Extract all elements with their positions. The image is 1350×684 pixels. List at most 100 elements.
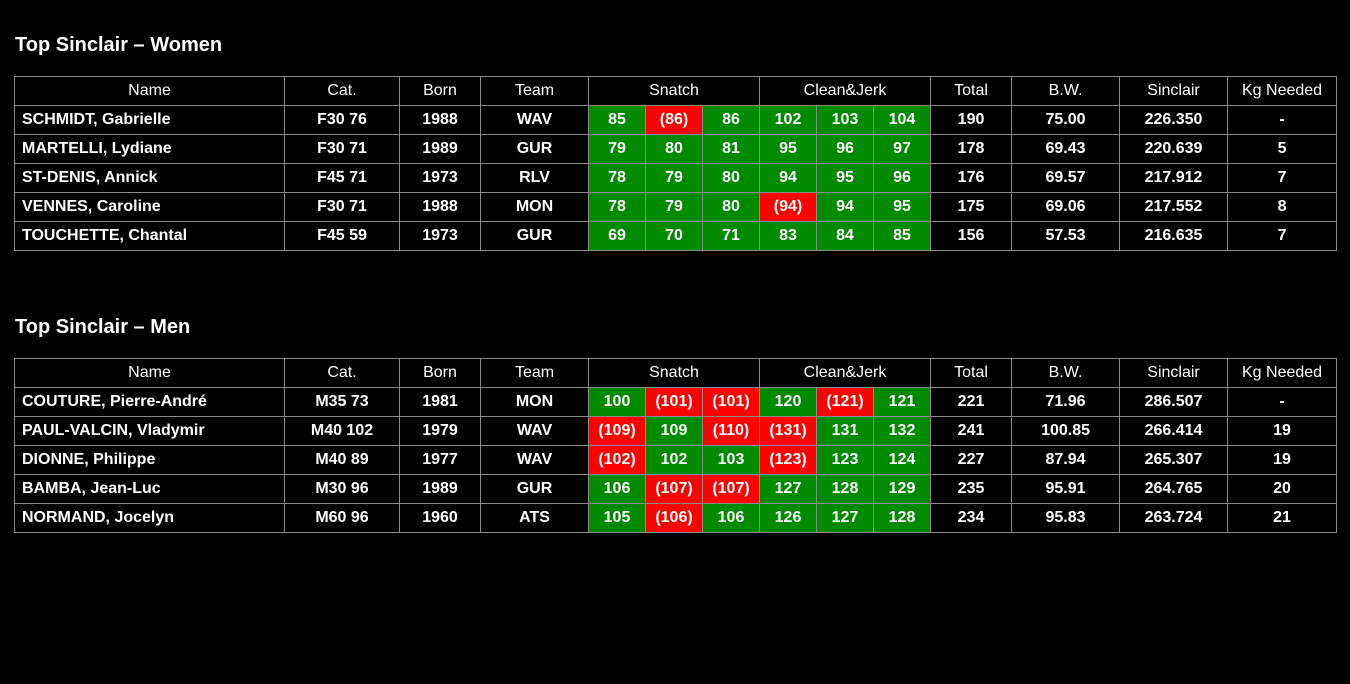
header-total: Total [930, 358, 1013, 388]
athlete-born: 1973 [399, 221, 481, 251]
athlete-sinclair: 217.552 [1119, 192, 1229, 222]
cleanjerk-attempt-2: 103 [816, 105, 874, 135]
athlete-bodyweight: 75.00 [1011, 105, 1121, 135]
snatch-attempt-1: 79 [588, 134, 646, 164]
snatch-attempt-3: 80 [702, 192, 760, 222]
athlete-bodyweight: 57.53 [1011, 221, 1121, 251]
snatch-attempt-1: 105 [588, 503, 646, 533]
cleanjerk-attempt-1: 102 [759, 105, 817, 135]
header-bw: B.W. [1011, 358, 1121, 388]
snatch-attempt-2: (107) [645, 474, 703, 504]
cleanjerk-attempt-1: (131) [759, 416, 817, 446]
snatch-attempt-2: 80 [645, 134, 703, 164]
athlete-name: PAUL-VALCIN, Vladymir [14, 416, 285, 446]
athlete-born: 1973 [399, 163, 481, 193]
athlete-name: BAMBA, Jean-Luc [14, 474, 285, 504]
cleanjerk-attempt-2: 84 [816, 221, 874, 251]
cleanjerk-attempt-1: 127 [759, 474, 817, 504]
athlete-team: ATS [480, 503, 589, 533]
athlete-kg-needed: 19 [1227, 445, 1338, 475]
athlete-category: F30 71 [284, 134, 400, 164]
athlete-name: NORMAND, Jocelyn [14, 503, 285, 533]
athlete-row: DIONNE, Philippe M40 89 1977 WAV (102) 102 103… [14, 445, 1338, 475]
athlete-born: 1981 [399, 387, 481, 417]
athlete-name: TOUCHETTE, Chantal [14, 221, 285, 251]
snatch-attempt-1: (102) [588, 445, 646, 475]
athlete-category: F30 76 [284, 105, 400, 135]
athlete-sinclair: 216.635 [1119, 221, 1229, 251]
cleanjerk-attempt-1: 94 [759, 163, 817, 193]
snatch-attempt-1: 85 [588, 105, 646, 135]
header-cat: Cat. [284, 358, 400, 388]
athlete-category: M40 89 [284, 445, 400, 475]
athlete-name: ST-DENIS, Annick [14, 163, 285, 193]
athlete-sinclair: 286.507 [1119, 387, 1229, 417]
cleanjerk-attempt-2: 95 [816, 163, 874, 193]
cleanjerk-attempt-1: (123) [759, 445, 817, 475]
cleanjerk-attempt-2: 96 [816, 134, 874, 164]
header-born: Born [399, 358, 481, 388]
athlete-kg-needed: 21 [1227, 503, 1338, 533]
athlete-total: 175 [930, 192, 1013, 222]
athlete-kg-needed: 20 [1227, 474, 1338, 504]
athlete-sinclair: 264.765 [1119, 474, 1229, 504]
snatch-attempt-2: 79 [645, 163, 703, 193]
cleanjerk-attempt-1: 95 [759, 134, 817, 164]
athlete-bodyweight: 95.91 [1011, 474, 1121, 504]
snatch-attempt-1: 78 [588, 163, 646, 193]
snatch-attempt-1: (109) [588, 416, 646, 446]
cleanjerk-attempt-2: 127 [816, 503, 874, 533]
athlete-sinclair: 265.307 [1119, 445, 1229, 475]
athlete-row: MARTELLI, Lydiane F30 71 1989 GUR 79 80 81 95 96… [14, 134, 1338, 164]
athlete-row: COUTURE, Pierre-André M35 73 1981 MON 100 (10… [14, 387, 1338, 417]
athlete-bodyweight: 100.85 [1011, 416, 1121, 446]
athlete-born: 1977 [399, 445, 481, 475]
header-snatch: Snatch [588, 358, 760, 388]
snatch-attempt-2: 109 [645, 416, 703, 446]
cleanjerk-attempt-1: 126 [759, 503, 817, 533]
header-team: Team [480, 358, 589, 388]
athlete-row: TOUCHETTE, Chantal F45 59 1973 GUR 69 70 71 83 8… [14, 221, 1338, 251]
cleanjerk-attempt-2: 123 [816, 445, 874, 475]
athlete-born: 1979 [399, 416, 481, 446]
header-sinclair: Sinclair [1119, 358, 1229, 388]
snatch-attempt-2: (101) [645, 387, 703, 417]
athlete-kg-needed: 7 [1227, 221, 1338, 251]
header-bw: B.W. [1011, 76, 1121, 106]
snatch-attempt-2: (86) [645, 105, 703, 135]
athlete-row: NORMAND, Jocelyn M60 96 1960 ATS 105 (106) 106… [14, 503, 1338, 533]
athlete-total: 241 [930, 416, 1013, 446]
athlete-category: F30 71 [284, 192, 400, 222]
athlete-total: 178 [930, 134, 1013, 164]
athlete-born: 1989 [399, 134, 481, 164]
results-table-women: Name Cat. Born Team Snatch Clean&Jerk To… [14, 76, 1338, 251]
athlete-kg-needed: 19 [1227, 416, 1338, 446]
snatch-attempt-1: 100 [588, 387, 646, 417]
athlete-team: GUR [480, 221, 589, 251]
snatch-attempt-3: (107) [702, 474, 760, 504]
athlete-team: WAV [480, 445, 589, 475]
athlete-name: VENNES, Caroline [14, 192, 285, 222]
header-cat: Cat. [284, 76, 400, 106]
athlete-born: 1988 [399, 192, 481, 222]
cleanjerk-attempt-1: 83 [759, 221, 817, 251]
athlete-born: 1988 [399, 105, 481, 135]
athlete-category: F45 71 [284, 163, 400, 193]
cleanjerk-attempt-3: 128 [872, 503, 932, 533]
athlete-row: PAUL-VALCIN, Vladymir M40 102 1979 WAV (109)… [14, 416, 1338, 446]
athlete-bodyweight: 95.83 [1011, 503, 1121, 533]
cleanjerk-attempt-3: 95 [872, 192, 932, 222]
cleanjerk-attempt-3: 85 [872, 221, 932, 251]
athlete-total: 176 [930, 163, 1013, 193]
athlete-sinclair: 220.639 [1119, 134, 1229, 164]
athlete-total: 221 [930, 387, 1013, 417]
cleanjerk-attempt-3: 124 [872, 445, 932, 475]
athlete-category: M35 73 [284, 387, 400, 417]
snatch-attempt-3: 103 [702, 445, 760, 475]
header-name: Name [14, 76, 285, 106]
athlete-total: 234 [930, 503, 1013, 533]
cleanjerk-attempt-3: 132 [872, 416, 932, 446]
athlete-bodyweight: 69.57 [1011, 163, 1121, 193]
athlete-name: SCHMIDT, Gabrielle [14, 105, 285, 135]
athlete-bodyweight: 87.94 [1011, 445, 1121, 475]
